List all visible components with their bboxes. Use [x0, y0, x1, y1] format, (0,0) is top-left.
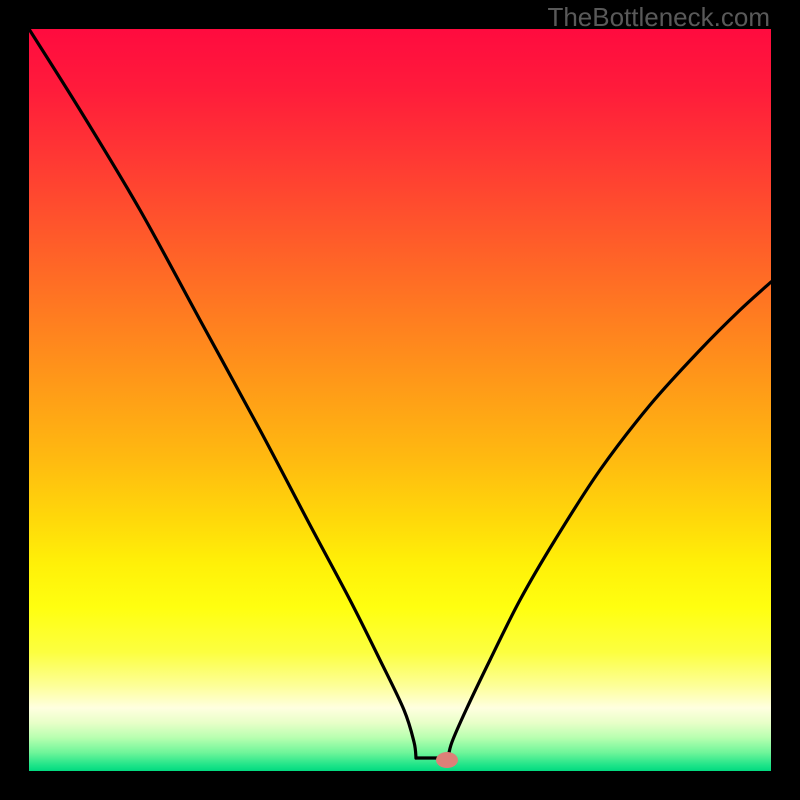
bottleneck-chart: [0, 0, 800, 800]
gradient-plot-area: [29, 29, 771, 771]
chart-stage: TheBottleneck.com: [0, 0, 800, 800]
optimal-point-marker: [436, 752, 458, 768]
